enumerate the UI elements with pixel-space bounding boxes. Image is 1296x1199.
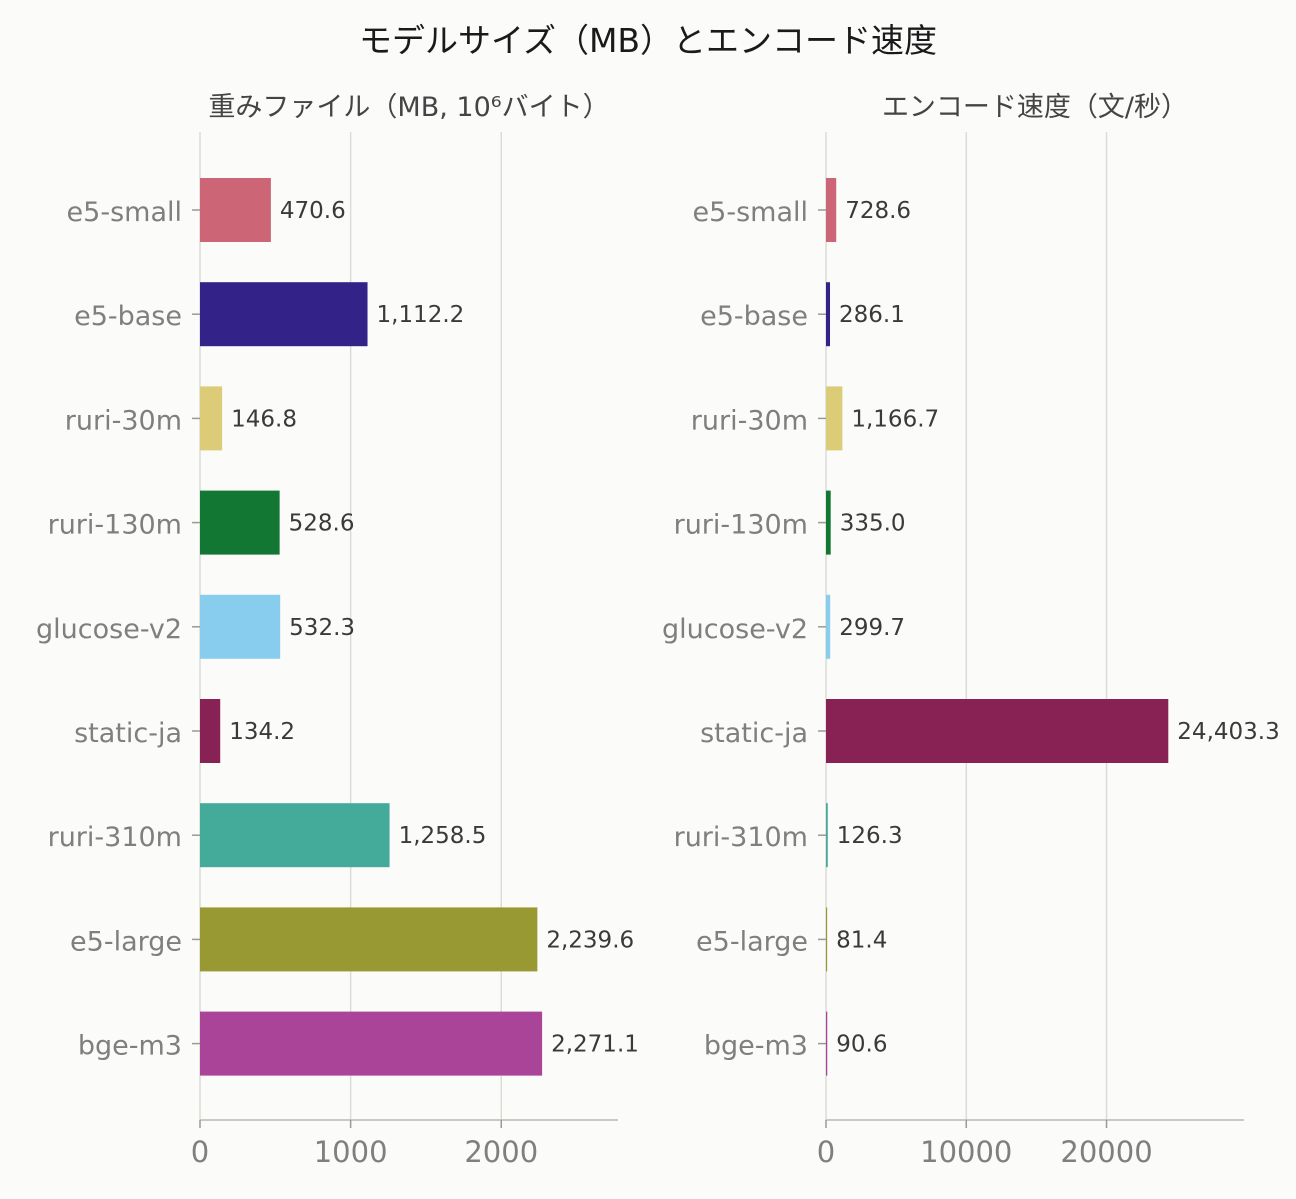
bar-bge-m3 [200, 1011, 543, 1076]
category-label: ruri-310m [674, 822, 808, 853]
bar-ruri-310m [200, 803, 390, 868]
bar-ruri-30m [200, 386, 223, 451]
bar-static-ja [200, 699, 221, 763]
bar-e5-large [826, 907, 828, 972]
bar-static-ja [826, 699, 1169, 763]
bar-bge-m3 [826, 1011, 828, 1076]
bar-e5-small [200, 178, 271, 242]
value-label: 532.3 [289, 615, 355, 641]
value-label: 146.8 [231, 406, 297, 432]
panel-2: エンコード速度（文/秒） 0 10000 20000 e5-small 728.6 e5-b… [662, 92, 1280, 1169]
x-tick-label: 0 [817, 1135, 835, 1169]
bar-e5-base [200, 282, 368, 347]
category-label: e5-large [70, 926, 182, 957]
value-label: 2,239.6 [546, 927, 634, 953]
category-label: static-ja [700, 718, 808, 749]
x-tick-label: 10000 [920, 1135, 1012, 1169]
x-tick-label: 20000 [1060, 1135, 1152, 1169]
bar-glucose-v2 [200, 594, 281, 659]
category-label: e5-base [74, 301, 182, 332]
bar-e5-base [826, 282, 831, 347]
category-label: ruri-310m [48, 822, 182, 853]
category-label: glucose-v2 [662, 614, 808, 645]
category-label: glucose-v2 [36, 614, 182, 645]
value-label: 286.1 [839, 302, 905, 328]
bar-ruri-310m [826, 803, 828, 868]
category-label: e5-base [700, 301, 808, 332]
category-label: ruri-30m [65, 405, 182, 436]
bar-ruri-130m [826, 490, 831, 555]
category-label: ruri-130m [674, 510, 808, 541]
category-label: static-ja [74, 718, 182, 749]
value-label: 728.6 [845, 198, 911, 224]
category-label: ruri-130m [48, 510, 182, 541]
value-label: 126.3 [837, 823, 903, 849]
value-label: 528.6 [289, 511, 355, 537]
value-label: 1,258.5 [399, 823, 487, 849]
value-label: 299.7 [839, 615, 905, 641]
x-tick-label: 1000 [314, 1135, 388, 1169]
bar-ruri-130m [200, 490, 280, 555]
category-label: e5-small [67, 197, 182, 228]
value-label: 134.2 [229, 719, 295, 745]
panel-1-title: 重みファイル（MB, 10⁶バイト） [208, 92, 609, 123]
value-label: 1,112.2 [377, 302, 465, 328]
panel-2-title: エンコード速度（文/秒） [882, 92, 1188, 123]
bar-glucose-v2 [826, 594, 831, 659]
value-label: 335.0 [840, 511, 906, 537]
category-label: bge-m3 [704, 1031, 808, 1062]
figure-title: モデルサイズ（MB）とエンコード速度 [359, 21, 937, 60]
value-label: 90.6 [836, 1032, 887, 1058]
x-tick-label: 0 [191, 1135, 209, 1169]
category-label: e5-small [693, 197, 808, 228]
value-label: 81.4 [836, 927, 887, 953]
category-label: bge-m3 [78, 1031, 182, 1062]
x-tick-label: 2000 [464, 1135, 538, 1169]
category-label: e5-large [696, 926, 808, 957]
bar-e5-large [200, 907, 538, 972]
value-label: 24,403.3 [1177, 719, 1279, 745]
category-label: ruri-30m [691, 405, 808, 436]
panel-1: 重みファイル（MB, 10⁶バイト） 0 1000 2000 e5-small 470.6… [36, 92, 639, 1169]
value-label: 1,166.7 [851, 406, 939, 432]
value-label: 2,271.1 [551, 1032, 639, 1058]
bar-ruri-30m [826, 386, 843, 451]
bar-e5-small [826, 178, 837, 242]
value-label: 470.6 [280, 198, 346, 224]
